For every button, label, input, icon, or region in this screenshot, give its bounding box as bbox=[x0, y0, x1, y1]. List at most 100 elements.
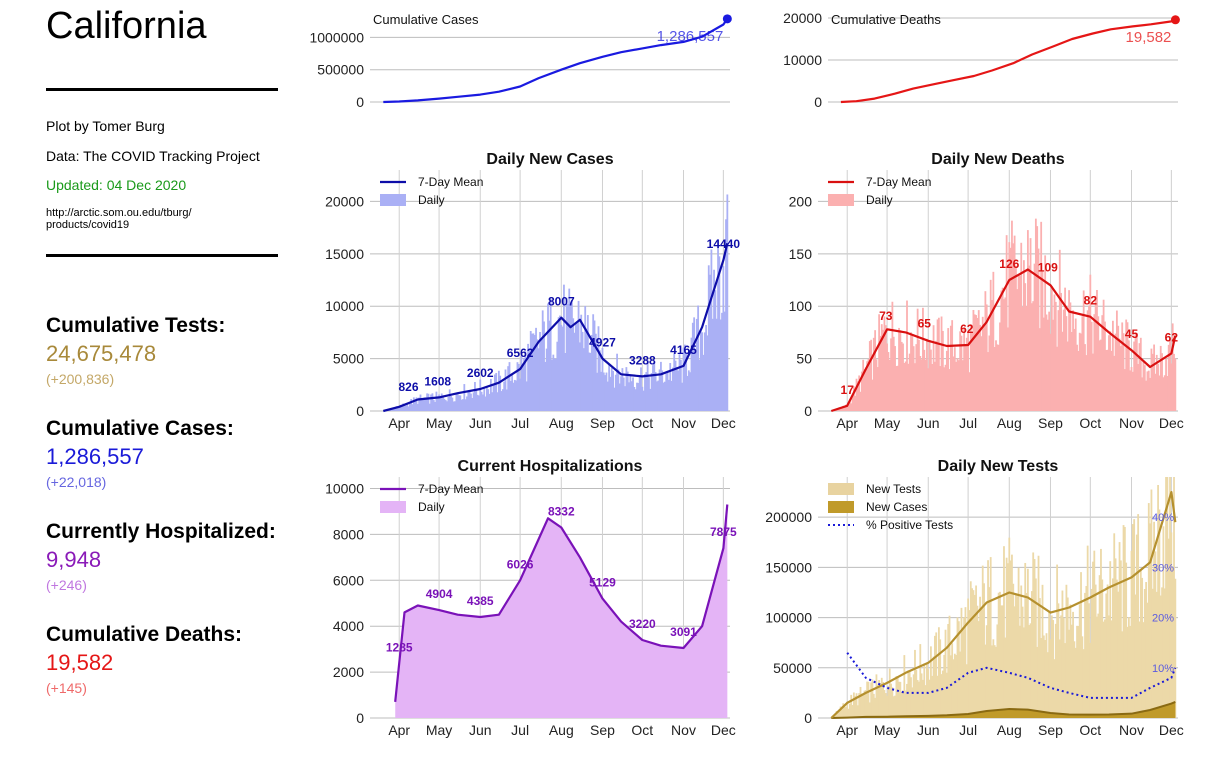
data-label: 3091 bbox=[670, 625, 697, 639]
daily-bar bbox=[1096, 616, 1098, 718]
daily-bar bbox=[1096, 289, 1098, 411]
daily-bar bbox=[956, 358, 959, 411]
daily-bar bbox=[1076, 344, 1078, 411]
daily-bar bbox=[1056, 346, 1059, 411]
daily-bar bbox=[691, 322, 694, 411]
daily-bar bbox=[1019, 275, 1021, 411]
daily-bar bbox=[625, 367, 628, 411]
cumulative-deaths-value: 19,582 bbox=[46, 650, 114, 675]
daily-bar bbox=[480, 391, 483, 411]
chart-title: Cumulative Cases bbox=[373, 12, 479, 27]
daily-bar bbox=[851, 705, 854, 718]
daily-bar bbox=[1170, 532, 1173, 718]
daily-bar bbox=[953, 347, 956, 411]
daily-bar bbox=[961, 628, 964, 718]
end-value-label: 19,582 bbox=[1126, 29, 1172, 46]
daily-bar bbox=[646, 360, 649, 411]
daily-bar bbox=[1085, 355, 1088, 411]
daily-bar bbox=[895, 366, 898, 411]
daily-bar bbox=[1049, 333, 1052, 411]
legend-label: % Positive Tests bbox=[866, 518, 953, 532]
daily-bar bbox=[540, 338, 543, 411]
daily-bar bbox=[590, 334, 593, 411]
cumulative-tests-label: Cumulative Tests: bbox=[46, 314, 226, 337]
daily-bar bbox=[862, 359, 865, 411]
daily-bar bbox=[466, 396, 468, 411]
percent-positive-line bbox=[846, 652, 1177, 699]
daily-bar bbox=[969, 324, 972, 411]
cumulative-cases-label: Cumulative Cases: bbox=[46, 417, 234, 440]
daily-bar bbox=[1134, 594, 1137, 718]
daily-bar bbox=[512, 382, 515, 411]
daily-bar bbox=[855, 693, 858, 718]
legend-label: Daily bbox=[418, 500, 445, 514]
daily-bar bbox=[568, 288, 571, 411]
daily-bar bbox=[539, 331, 541, 411]
daily-bar bbox=[987, 352, 989, 411]
daily-bar bbox=[906, 300, 908, 411]
daily-bar bbox=[1147, 370, 1150, 411]
daily-bar bbox=[484, 396, 487, 411]
daily-bar bbox=[650, 373, 653, 411]
daily-bar bbox=[923, 663, 926, 718]
daily-bar bbox=[478, 395, 480, 411]
x-tick-label: Jun bbox=[917, 415, 940, 431]
daily-bar bbox=[887, 352, 890, 411]
data-label: 73 bbox=[879, 309, 893, 323]
daily-bar bbox=[1122, 525, 1125, 718]
daily-bar bbox=[1131, 371, 1134, 411]
daily-bar bbox=[657, 380, 660, 411]
daily-bar bbox=[620, 376, 622, 411]
source-url[interactable]: http://arctic.som.ou.edu/tburg/ products… bbox=[46, 207, 276, 231]
data-label: 65 bbox=[918, 316, 932, 330]
daily-bar bbox=[462, 399, 464, 411]
daily-bar bbox=[600, 371, 603, 411]
daily-bar bbox=[404, 405, 407, 411]
daily-bar bbox=[488, 393, 491, 411]
daily-bar bbox=[939, 366, 942, 411]
daily-bar bbox=[944, 629, 947, 718]
daily-bar bbox=[919, 356, 922, 411]
daily-bar bbox=[1082, 290, 1085, 411]
daily-bar bbox=[1061, 331, 1064, 411]
daily-bar bbox=[1005, 557, 1008, 718]
daily-bar bbox=[931, 675, 934, 718]
daily-bar bbox=[393, 409, 395, 411]
cumulative-tests-value: 24,675,478 bbox=[46, 341, 157, 366]
daily-bar bbox=[1123, 369, 1126, 411]
daily-bar bbox=[1033, 263, 1036, 411]
x-tick-label: Nov bbox=[1119, 415, 1144, 431]
daily-bar bbox=[1021, 606, 1024, 718]
daily-bar bbox=[834, 715, 837, 718]
daily-bar bbox=[1062, 309, 1065, 411]
daily-bar bbox=[952, 659, 955, 718]
daily-bar bbox=[1019, 625, 1021, 718]
daily-bar bbox=[1026, 230, 1029, 411]
daily-bar bbox=[572, 318, 575, 411]
daily-bar bbox=[472, 392, 475, 411]
x-tick-label: Aug bbox=[549, 415, 574, 431]
daily-bar bbox=[920, 673, 923, 718]
daily-bar bbox=[899, 681, 902, 718]
daily-bar bbox=[839, 407, 842, 411]
daily-bar bbox=[422, 398, 425, 411]
daily-bar bbox=[995, 646, 997, 718]
x-tick-label: Jul bbox=[959, 415, 977, 431]
daily-bar bbox=[1053, 294, 1056, 411]
daily-bar bbox=[1097, 613, 1100, 718]
daily-bar bbox=[975, 585, 977, 718]
daily-bar bbox=[1052, 620, 1055, 718]
daily-bar bbox=[904, 690, 907, 718]
daily-bar bbox=[964, 344, 967, 411]
x-tick-label: Nov bbox=[1119, 722, 1144, 738]
daily-bar bbox=[1037, 555, 1040, 718]
daily-bar bbox=[613, 387, 616, 411]
daily-bar bbox=[1066, 597, 1069, 718]
daily-bar bbox=[667, 379, 670, 411]
data-label: 62 bbox=[960, 322, 974, 336]
daily-bar bbox=[605, 372, 608, 411]
daily-bar bbox=[1130, 366, 1133, 411]
daily-bar bbox=[628, 382, 630, 411]
chart-title: Daily New Deaths bbox=[931, 151, 1064, 168]
daily-bar bbox=[1125, 562, 1128, 718]
